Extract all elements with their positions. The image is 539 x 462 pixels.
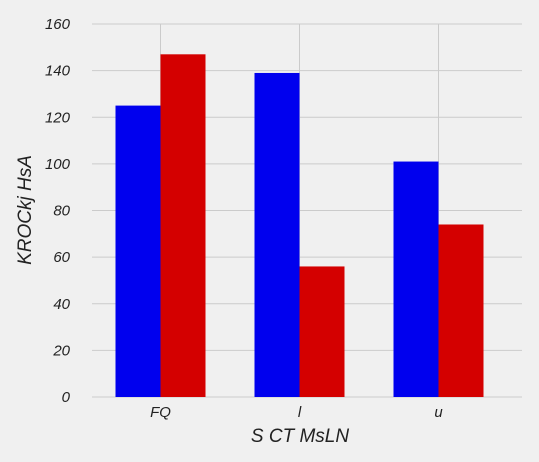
bar-FQ-series-1 xyxy=(115,105,161,397)
y-tick-label: 60 xyxy=(53,249,70,266)
bars xyxy=(115,54,484,398)
bar-FQ-series-2 xyxy=(160,54,206,398)
y-axis-label: KROCkj HsA xyxy=(15,155,36,265)
bar-u-series-1 xyxy=(393,161,439,397)
bar-l-series-2 xyxy=(299,266,345,397)
x-axis-label: S CT MsLN xyxy=(251,426,349,447)
y-tick-label: 160 xyxy=(45,16,71,33)
y-tick-label: 140 xyxy=(45,63,71,80)
y-tick-label: 20 xyxy=(52,342,70,359)
y-tick-label: 100 xyxy=(45,156,71,173)
y-tick-label: 120 xyxy=(45,109,71,126)
x-tick-label: l xyxy=(298,404,302,421)
y-tick-labels: 0 20 40 60 80 100 120 140 160 xyxy=(45,16,71,406)
y-tick-label: 80 xyxy=(53,203,70,220)
x-tick-label: FQ xyxy=(150,404,171,421)
y-tick-label: 0 xyxy=(62,389,71,406)
x-tick-labels: FQ l u xyxy=(150,404,443,421)
bar-u-series-2 xyxy=(438,224,484,397)
bar-l-series-1 xyxy=(254,72,300,398)
y-tick-label: 40 xyxy=(53,296,70,313)
x-tick-label: u xyxy=(434,404,443,421)
